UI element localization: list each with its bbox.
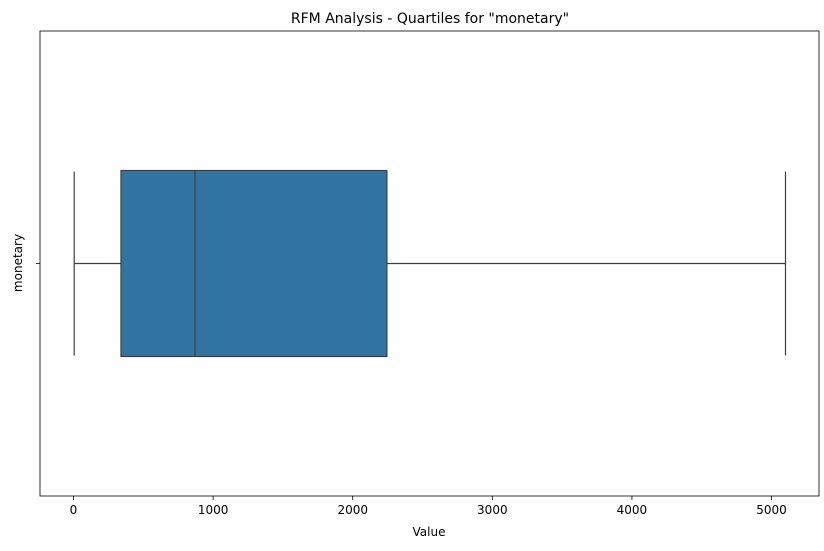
x-tick-label: 4000 xyxy=(617,503,648,517)
y-axis-label: monetary xyxy=(11,234,25,292)
x-tick-label: 1000 xyxy=(198,503,229,517)
axes-frame xyxy=(39,30,820,497)
chart-title: RFM Analysis - Quartiles for "monetary" xyxy=(291,11,569,27)
x-tick-label: 5000 xyxy=(756,503,787,517)
iqr-box xyxy=(120,169,388,358)
x-tick-label: 0 xyxy=(70,503,78,517)
x-tick-label: 2000 xyxy=(337,503,368,517)
x-tick-label: 3000 xyxy=(477,503,508,517)
x-axis-ticks: 0 1000 2000 3000 4000 5000 xyxy=(36,263,787,517)
plot-area xyxy=(73,169,787,358)
x-axis-label: Value xyxy=(413,525,446,539)
